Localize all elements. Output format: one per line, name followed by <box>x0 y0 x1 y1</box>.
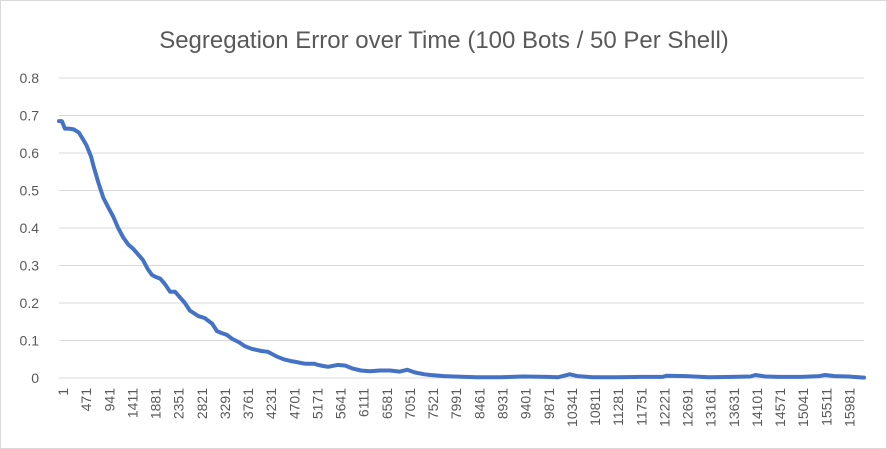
y-tick-label: 0.7 <box>20 108 40 124</box>
y-axis-ticks: 0 0.1 0.2 0.3 0.4 0.5 0.6 0.7 0.8 <box>20 70 40 386</box>
series-layer <box>57 119 866 380</box>
chart-title: Segregation Error over Time (100 Bots / … <box>159 27 729 54</box>
y-tick-label: 0.1 <box>20 333 40 349</box>
y-tick-label: 0.8 <box>20 70 40 86</box>
y-tick-label: 0.5 <box>20 183 40 199</box>
x-tick-label: 7051 <box>402 388 418 419</box>
x-tick-label: 6111 <box>356 388 372 417</box>
y-tick-label: 0.2 <box>20 295 40 311</box>
x-tick-label: 941 <box>101 388 117 412</box>
x-tick-label: 13161 <box>703 388 719 427</box>
x-tick-label: 3291 <box>217 388 233 419</box>
x-tick-label: 7521 <box>425 388 441 419</box>
x-tick-label: 7991 <box>448 388 464 419</box>
x-tick-label: 14571 <box>772 388 788 427</box>
x-tick-label: 2351 <box>171 388 187 419</box>
y-tick-label: 0.3 <box>20 258 40 274</box>
x-tick-label: 2821 <box>194 388 210 419</box>
x-axis-ticks: 1 471 941 1411 1881 2351 2821 3291 3761 4231 4701 5… <box>55 388 857 427</box>
x-tick-label: 1411 <box>124 388 140 418</box>
x-tick-label: 10811 <box>587 388 603 426</box>
x-tick-label: 6581 <box>379 388 395 419</box>
x-tick-label: 12691 <box>680 388 696 427</box>
x-tick-label: 5171 <box>309 388 325 419</box>
x-tick-label: 14101 <box>749 388 765 427</box>
x-tick-label: 9871 <box>541 388 557 419</box>
x-tick-label: 15981 <box>841 388 857 427</box>
y-tick-label: 0.4 <box>20 220 40 236</box>
x-tick-label: 15511 <box>818 388 834 426</box>
x-tick-label: 4231 <box>263 388 279 419</box>
gridlines <box>59 77 864 379</box>
x-tick-label: 12221 <box>656 388 672 427</box>
y-tick-label: 0.6 <box>20 145 40 161</box>
x-tick-label: 4701 <box>286 388 302 419</box>
x-tick-label: 9401 <box>518 388 534 419</box>
series-line <box>57 119 866 380</box>
x-tick-label: 5641 <box>333 388 349 419</box>
y-tick-label: 0 <box>31 370 39 386</box>
x-tick-label: 1 <box>55 388 71 396</box>
x-tick-label: 11281 <box>610 388 626 426</box>
x-tick-label: 8931 <box>495 388 511 419</box>
x-tick-label: 3761 <box>240 388 256 419</box>
x-tick-label: 471 <box>78 388 94 412</box>
x-tick-label: 15041 <box>795 388 811 427</box>
x-tick-label: 10341 <box>564 388 580 427</box>
x-tick-label: 13631 <box>726 388 742 427</box>
x-tick-label: 11751 <box>633 388 649 426</box>
x-tick-label: 8461 <box>471 388 487 419</box>
x-tick-label: 1881 <box>148 388 164 419</box>
